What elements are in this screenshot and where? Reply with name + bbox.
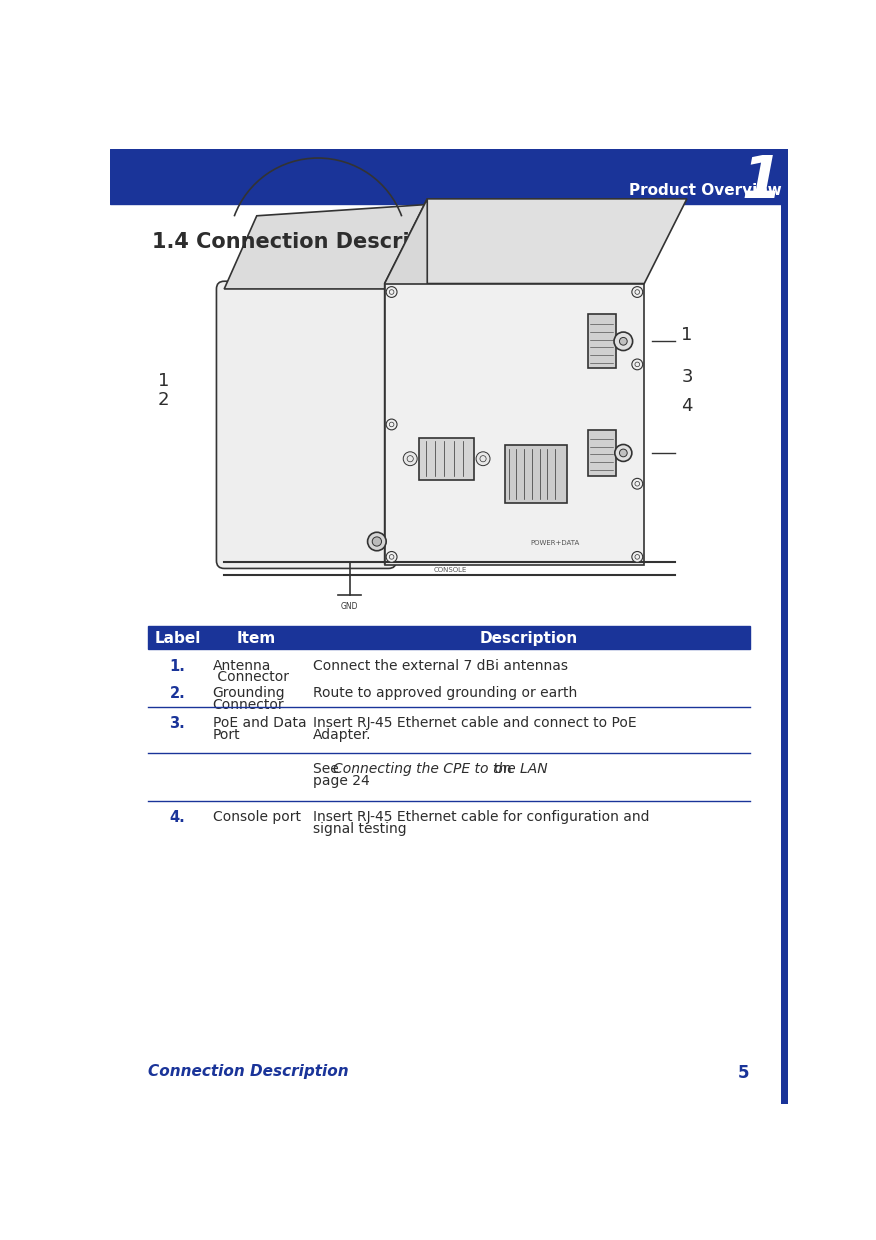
Bar: [148, 626, 750, 650]
Text: 5: 5: [738, 1064, 750, 1081]
Text: 1: 1: [682, 326, 693, 343]
FancyBboxPatch shape: [216, 281, 396, 568]
Text: 1.4 Connection Description: 1.4 Connection Description: [152, 232, 471, 252]
Text: CONSOLE: CONSOLE: [434, 567, 467, 573]
Text: Insert RJ-45 Ethernet cable for configuration and: Insert RJ-45 Ethernet cable for configur…: [314, 810, 650, 825]
Text: Adapter.: Adapter.: [314, 728, 371, 742]
Bar: [588, 315, 616, 368]
Text: Console port: Console port: [213, 810, 300, 825]
Circle shape: [368, 532, 386, 551]
Circle shape: [372, 537, 382, 546]
Circle shape: [632, 360, 643, 370]
Circle shape: [403, 451, 417, 466]
Circle shape: [632, 479, 643, 489]
Bar: [420, 438, 474, 480]
Text: PoE and Data: PoE and Data: [213, 717, 307, 730]
Text: POWER+DATA: POWER+DATA: [531, 539, 580, 546]
Text: GND: GND: [341, 601, 358, 610]
Text: 3.: 3.: [169, 717, 185, 732]
Text: See: See: [314, 763, 343, 776]
Bar: [385, 284, 644, 564]
Circle shape: [619, 337, 627, 345]
Text: 4.: 4.: [169, 810, 185, 826]
Bar: [110, 149, 788, 205]
Text: 1.: 1.: [169, 658, 185, 673]
Text: 4: 4: [682, 397, 693, 414]
Text: Description: Description: [479, 631, 577, 646]
Text: 1: 1: [742, 153, 782, 210]
Text: Connecting the CPE to the LAN: Connecting the CPE to the LAN: [334, 763, 548, 776]
Text: Product Overview: Product Overview: [630, 182, 782, 197]
Circle shape: [632, 552, 643, 562]
Polygon shape: [224, 205, 431, 289]
Circle shape: [619, 449, 627, 456]
Polygon shape: [385, 198, 427, 564]
Circle shape: [386, 419, 397, 430]
Text: page 24: page 24: [314, 774, 370, 789]
Bar: [588, 430, 616, 476]
Text: Connector: Connector: [213, 698, 284, 712]
Text: signal testing: signal testing: [314, 822, 407, 836]
Circle shape: [476, 451, 490, 466]
Text: Connector: Connector: [213, 670, 288, 684]
Text: 2.: 2.: [169, 686, 185, 702]
Circle shape: [615, 444, 632, 461]
Circle shape: [386, 552, 397, 562]
Text: Label: Label: [154, 631, 201, 646]
Circle shape: [614, 332, 632, 351]
Text: Port: Port: [213, 728, 240, 742]
Text: Insert RJ-45 Ethernet cable and connect to PoE: Insert RJ-45 Ethernet cable and connect …: [314, 717, 637, 730]
Bar: [505, 445, 567, 503]
Text: Grounding: Grounding: [213, 686, 286, 701]
Text: Connection Description: Connection Description: [148, 1064, 349, 1079]
Polygon shape: [385, 198, 687, 284]
Circle shape: [386, 286, 397, 298]
Text: 3: 3: [682, 368, 693, 386]
Text: Antenna: Antenna: [213, 658, 271, 672]
Text: 1: 1: [158, 372, 169, 391]
Text: Route to approved grounding or earth: Route to approved grounding or earth: [314, 686, 577, 701]
Circle shape: [632, 286, 643, 298]
Text: Item: Item: [237, 631, 276, 646]
Text: 2: 2: [158, 392, 169, 409]
Text: Connect the external 7 dBi antennas: Connect the external 7 dBi antennas: [314, 658, 569, 672]
Text: on: on: [490, 763, 512, 776]
